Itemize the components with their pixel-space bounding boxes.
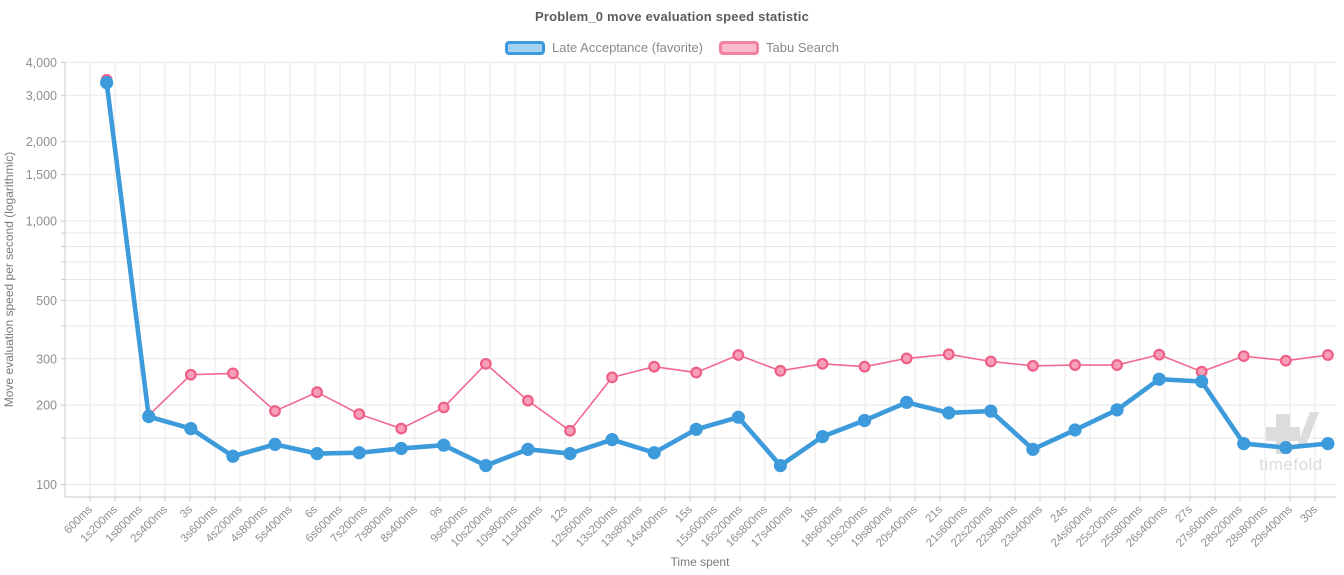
data-point-late-acceptance <box>815 429 830 444</box>
y-tick-label: 3,000 <box>26 89 57 103</box>
data-point-tabu-search <box>942 348 955 361</box>
data-point-late-acceptance <box>184 421 198 436</box>
legend-label-tabu-search: Tabu Search <box>766 40 840 55</box>
data-point-tabu-search <box>648 360 661 373</box>
data-point-late-acceptance <box>857 413 872 428</box>
data-point-tabu-search <box>1279 354 1292 367</box>
y-axis-title: Move evaluation speed per second (logari… <box>2 152 16 407</box>
y-tick-label: 4,000 <box>26 56 57 70</box>
data-point-tabu-search <box>1111 359 1123 371</box>
data-point-late-acceptance <box>1279 441 1293 455</box>
data-point-late-acceptance <box>1068 423 1082 437</box>
data-point-tabu-search <box>732 349 745 361</box>
data-point-tabu-search <box>395 422 408 435</box>
watermark-text: timefold <box>1259 455 1323 474</box>
data-point-tabu-search <box>1237 350 1250 363</box>
data-point-tabu-search <box>479 357 492 370</box>
y-tick-label: 2,000 <box>26 135 57 149</box>
data-point-late-acceptance <box>1026 442 1040 456</box>
data-point-late-acceptance <box>1152 372 1166 386</box>
x-tick-label: 3s <box>178 503 195 520</box>
data-point-late-acceptance <box>647 446 661 460</box>
data-point-tabu-search <box>564 424 576 437</box>
data-point-tabu-search <box>1322 349 1334 361</box>
data-point-late-acceptance <box>394 441 408 456</box>
series-lines <box>100 74 1335 473</box>
y-tick-label: 1,000 <box>26 215 57 229</box>
series-line-late-acceptance <box>104 80 1331 468</box>
y-tick-label: 300 <box>36 352 57 366</box>
data-point-tabu-search <box>353 408 366 421</box>
data-point-late-acceptance <box>563 446 577 461</box>
data-point-tabu-search <box>437 401 450 414</box>
data-point-tabu-search <box>1069 359 1081 371</box>
chart-title: Problem_0 move evaluation speed statisti… <box>534 9 810 24</box>
data-point-late-acceptance <box>1321 436 1335 451</box>
legend: Late Acceptance (favorite) Tabu Search <box>0 40 1344 55</box>
data-point-late-acceptance <box>731 410 745 424</box>
data-point-late-acceptance <box>1195 374 1209 389</box>
data-point-late-acceptance <box>479 458 493 473</box>
data-point-late-acceptance <box>268 437 282 451</box>
tick-labels: 4,0003,0002,0001,5001,000500300200100600… <box>26 56 1321 550</box>
axes <box>61 61 1336 501</box>
data-point-late-acceptance <box>942 406 956 420</box>
legend-item-tabu-search: Tabu Search <box>719 40 839 55</box>
data-point-tabu-search <box>816 357 829 370</box>
timefold-logo-icon <box>1266 414 1300 454</box>
x-tick-label: 6s <box>303 503 320 520</box>
x-tick-label: 9s <box>428 503 445 520</box>
data-point-tabu-search <box>227 367 239 380</box>
data-point-tabu-search <box>1027 359 1039 372</box>
data-point-tabu-search <box>269 405 281 417</box>
y-tick-label: 200 <box>36 399 57 413</box>
legend-label-late-acceptance: Late Acceptance (favorite) <box>551 40 704 55</box>
y-tick-label: 100 <box>36 478 57 492</box>
data-point-tabu-search <box>900 352 913 365</box>
x-axis-title: Time spent <box>671 555 731 569</box>
y-tick-label: 500 <box>36 294 57 308</box>
data-point-late-acceptance <box>226 449 240 463</box>
legend-item-late-acceptance: Late Acceptance (favorite) <box>504 40 704 55</box>
y-tick-label: 1,500 <box>26 168 57 182</box>
data-point-late-acceptance <box>689 422 703 436</box>
x-tick-label: 30s <box>1299 503 1321 525</box>
data-point-tabu-search <box>1153 348 1166 361</box>
data-point-late-acceptance <box>437 438 451 452</box>
data-point-tabu-search <box>522 394 534 407</box>
data-point-late-acceptance <box>100 76 114 90</box>
data-point-late-acceptance <box>1237 436 1251 451</box>
data-point-late-acceptance <box>521 442 535 456</box>
data-point-tabu-search <box>690 366 703 379</box>
data-point-late-acceptance <box>900 395 914 409</box>
timefold-watermark: timefold <box>1259 412 1323 474</box>
data-point-late-acceptance <box>1110 403 1124 417</box>
data-point-tabu-search <box>774 364 787 377</box>
legend-swatch-late-acceptance <box>504 40 545 55</box>
data-point-tabu-search <box>984 355 997 368</box>
data-point-late-acceptance <box>142 410 156 424</box>
series-line-tabu-search <box>105 79 1329 432</box>
legend-swatch-tabu-search <box>719 40 760 55</box>
data-point-tabu-search <box>311 386 323 399</box>
timefold-logo-slash-icon <box>1296 412 1319 448</box>
data-point-late-acceptance <box>352 446 366 460</box>
data-point-late-acceptance <box>605 433 619 447</box>
data-point-tabu-search <box>606 371 618 384</box>
data-point-tabu-search <box>184 368 197 381</box>
data-point-late-acceptance <box>773 458 788 473</box>
data-point-late-acceptance <box>310 446 324 461</box>
data-point-late-acceptance <box>984 404 998 418</box>
data-point-tabu-search <box>858 360 871 373</box>
